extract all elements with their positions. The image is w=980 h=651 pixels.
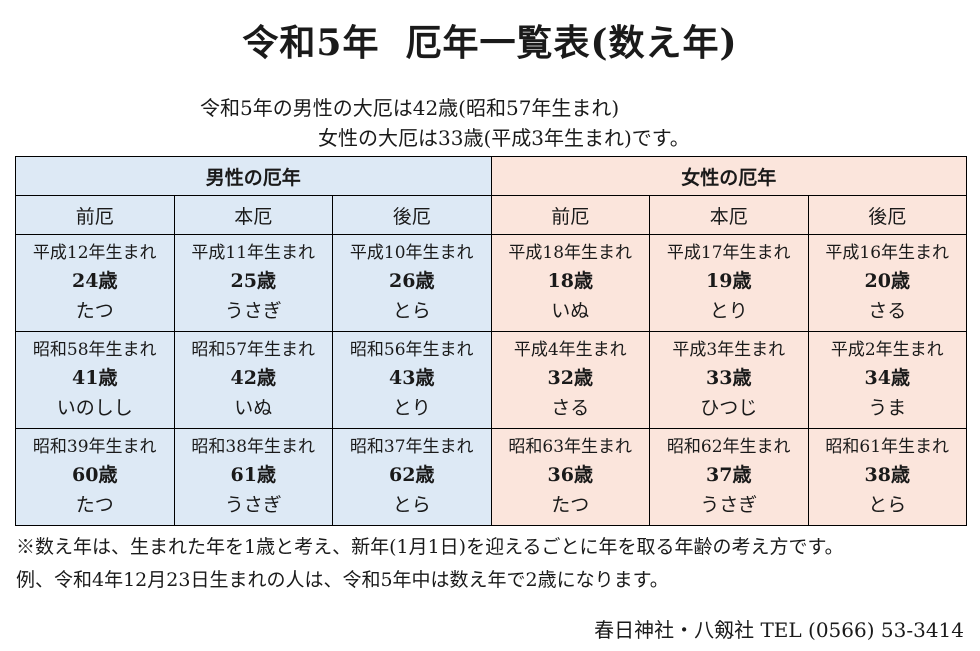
age-value: 43歳 bbox=[389, 367, 435, 389]
kazoedoshi-note: ※数え年は、生まれた年を1歳と考え、新年(1月1日)を迎えるごとに年を取る年齢の… bbox=[16, 536, 844, 558]
zodiac-sign: うま bbox=[868, 397, 907, 419]
yaku-cell: 平成18年生まれ 18歳いぬ bbox=[490, 234, 650, 332]
female-atoyaku-header: 後厄 bbox=[807, 195, 967, 235]
yaku-cell: 昭和57年生まれ 42歳いぬ bbox=[173, 331, 333, 429]
age-value: 41歳 bbox=[72, 367, 118, 389]
yaku-cell: 平成11年生まれ 25歳うさぎ bbox=[173, 234, 333, 332]
zodiac-sign: ひつじ bbox=[700, 397, 758, 419]
yaku-cell: 平成2年生まれ 34歳うま bbox=[807, 331, 967, 429]
zodiac-sign: うさぎ bbox=[224, 494, 282, 516]
birth-year: 昭和57年生まれ bbox=[191, 340, 316, 360]
male-maeyaku-header: 前厄 bbox=[15, 195, 175, 235]
age-value: 18歳 bbox=[547, 270, 593, 292]
birth-year: 平成17年生まれ bbox=[666, 243, 791, 263]
birth-year: 昭和37年生まれ bbox=[349, 437, 474, 457]
age-value: 32歳 bbox=[547, 367, 593, 389]
birth-year: 平成12年生まれ bbox=[32, 243, 157, 263]
birth-year: 平成4年生まれ bbox=[513, 340, 627, 360]
zodiac-sign: とら bbox=[868, 494, 907, 516]
birth-year: 平成16年生まれ bbox=[825, 243, 950, 263]
birth-year: 平成11年生まれ bbox=[191, 243, 316, 263]
title-year: 令和5年 bbox=[242, 22, 380, 64]
zodiac-sign: いぬ bbox=[234, 397, 273, 419]
yaku-cell: 平成12年生まれ 24歳たつ bbox=[15, 234, 175, 332]
age-value: 20歳 bbox=[864, 270, 910, 292]
yaku-cell: 昭和39年生まれ 60歳たつ bbox=[15, 428, 175, 526]
zodiac-sign: とり bbox=[392, 397, 431, 419]
female-group-header: 女性の厄年 bbox=[490, 156, 967, 196]
zodiac-sign: たつ bbox=[75, 494, 114, 516]
age-value: 42歳 bbox=[230, 367, 276, 389]
yaku-cell: 平成3年生まれ 33歳ひつじ bbox=[649, 331, 809, 429]
yaku-cell: 平成16年生まれ 20歳さる bbox=[807, 234, 967, 332]
table-row: 平成12年生まれ 24歳たつ 平成11年生まれ 25歳うさぎ 平成10年生まれ 26歳… bbox=[15, 234, 967, 332]
birth-year: 平成2年生まれ bbox=[830, 340, 944, 360]
age-value: 38歳 bbox=[864, 464, 910, 486]
birth-year: 昭和62年生まれ bbox=[666, 437, 791, 457]
birth-year: 昭和61年生まれ bbox=[825, 437, 950, 457]
birth-year: 平成3年生まれ bbox=[672, 340, 786, 360]
zodiac-sign: とら bbox=[392, 300, 431, 322]
male-atoyaku-header: 後厄 bbox=[332, 195, 492, 235]
zodiac-sign: たつ bbox=[551, 494, 590, 516]
zodiac-sign: いのしし bbox=[56, 397, 133, 419]
shrine-contact: 春日神社・八剱社 TEL (0566) 53-3414 bbox=[594, 618, 964, 642]
male-group-header: 男性の厄年 bbox=[15, 156, 492, 196]
age-value: 19歳 bbox=[706, 270, 752, 292]
age-value: 37歳 bbox=[706, 464, 752, 486]
female-maeyaku-header: 前厄 bbox=[490, 195, 650, 235]
age-value: 26歳 bbox=[389, 270, 435, 292]
yaku-cell: 昭和63年生まれ 36歳たつ bbox=[490, 428, 650, 526]
birth-year: 平成18年生まれ bbox=[508, 243, 633, 263]
yaku-cell: 平成10年生まれ 26歳とら bbox=[332, 234, 492, 332]
birth-year: 昭和58年生まれ bbox=[32, 340, 157, 360]
age-value: 25歳 bbox=[230, 270, 276, 292]
age-value: 62歳 bbox=[389, 464, 435, 486]
female-honyaku-header: 本厄 bbox=[649, 195, 809, 235]
age-value: 60歳 bbox=[72, 464, 118, 486]
birth-year: 昭和39年生まれ bbox=[32, 437, 157, 457]
birth-year: 平成10年生まれ bbox=[349, 243, 474, 263]
title-subject: 厄年一覧表(数え年) bbox=[405, 22, 738, 64]
zodiac-sign: うさぎ bbox=[700, 494, 758, 516]
table-row: 昭和58年生まれ 41歳いのしし 昭和57年生まれ 42歳いぬ 昭和56年生まれ 43… bbox=[15, 331, 967, 429]
yaku-cell: 昭和61年生まれ 38歳とら bbox=[807, 428, 967, 526]
birth-year: 昭和56年生まれ bbox=[349, 340, 474, 360]
zodiac-sign: うさぎ bbox=[224, 300, 282, 322]
age-value: 61歳 bbox=[230, 464, 276, 486]
age-value: 33歳 bbox=[706, 367, 752, 389]
zodiac-sign: さる bbox=[868, 300, 907, 322]
page-title: 令和5年 厄年一覧表(数え年) bbox=[0, 14, 980, 66]
zodiac-sign: いぬ bbox=[551, 300, 590, 322]
age-value: 34歳 bbox=[864, 367, 910, 389]
zodiac-sign: さる bbox=[551, 397, 590, 419]
table-row: 昭和39年生まれ 60歳たつ 昭和38年生まれ 61歳うさぎ 昭和37年生まれ 62歳… bbox=[15, 428, 967, 526]
birth-year: 昭和38年生まれ bbox=[191, 437, 316, 457]
yaku-cell: 平成4年生まれ 32歳さる bbox=[490, 331, 650, 429]
yaku-cell: 昭和58年生まれ 41歳いのしし bbox=[15, 331, 175, 429]
yakudoshi-table: 男性の厄年 女性の厄年 前厄 本厄 後厄 前厄 本厄 後厄 平成12年生まれ 24… bbox=[15, 156, 967, 526]
yaku-cell: 昭和56年生まれ 43歳とり bbox=[332, 331, 492, 429]
age-value: 24歳 bbox=[72, 270, 118, 292]
yaku-cell: 昭和62年生まれ 37歳うさぎ bbox=[649, 428, 809, 526]
birth-year: 昭和63年生まれ bbox=[508, 437, 633, 457]
intro-female-text: 女性の大厄は33歳(平成3年生まれ)です。 bbox=[318, 126, 690, 150]
intro-male-text: 令和5年の男性の大厄は42歳(昭和57年生まれ) bbox=[200, 96, 620, 120]
male-honyaku-header: 本厄 bbox=[173, 195, 333, 235]
zodiac-sign: とり bbox=[709, 300, 748, 322]
age-value: 36歳 bbox=[547, 464, 593, 486]
zodiac-sign: とら bbox=[392, 494, 431, 516]
yaku-cell: 平成17年生まれ 19歳とり bbox=[649, 234, 809, 332]
yaku-cell: 昭和38年生まれ 61歳うさぎ bbox=[173, 428, 333, 526]
example-note: 例、令和4年12月23日生まれの人は、令和5年中は数え年で2歳になります。 bbox=[16, 569, 669, 591]
zodiac-sign: たつ bbox=[75, 300, 114, 322]
yaku-cell: 昭和37年生まれ 62歳とら bbox=[332, 428, 492, 526]
